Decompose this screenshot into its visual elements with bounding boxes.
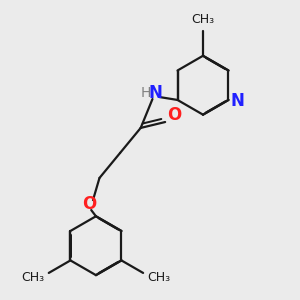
- Text: N: N: [231, 92, 245, 110]
- Text: H: H: [140, 86, 151, 100]
- Text: CH₃: CH₃: [21, 271, 44, 284]
- Text: O: O: [82, 196, 96, 214]
- Text: O: O: [167, 106, 182, 124]
- Text: N: N: [148, 84, 162, 102]
- Text: CH₃: CH₃: [148, 271, 171, 284]
- Text: CH₃: CH₃: [191, 13, 214, 26]
